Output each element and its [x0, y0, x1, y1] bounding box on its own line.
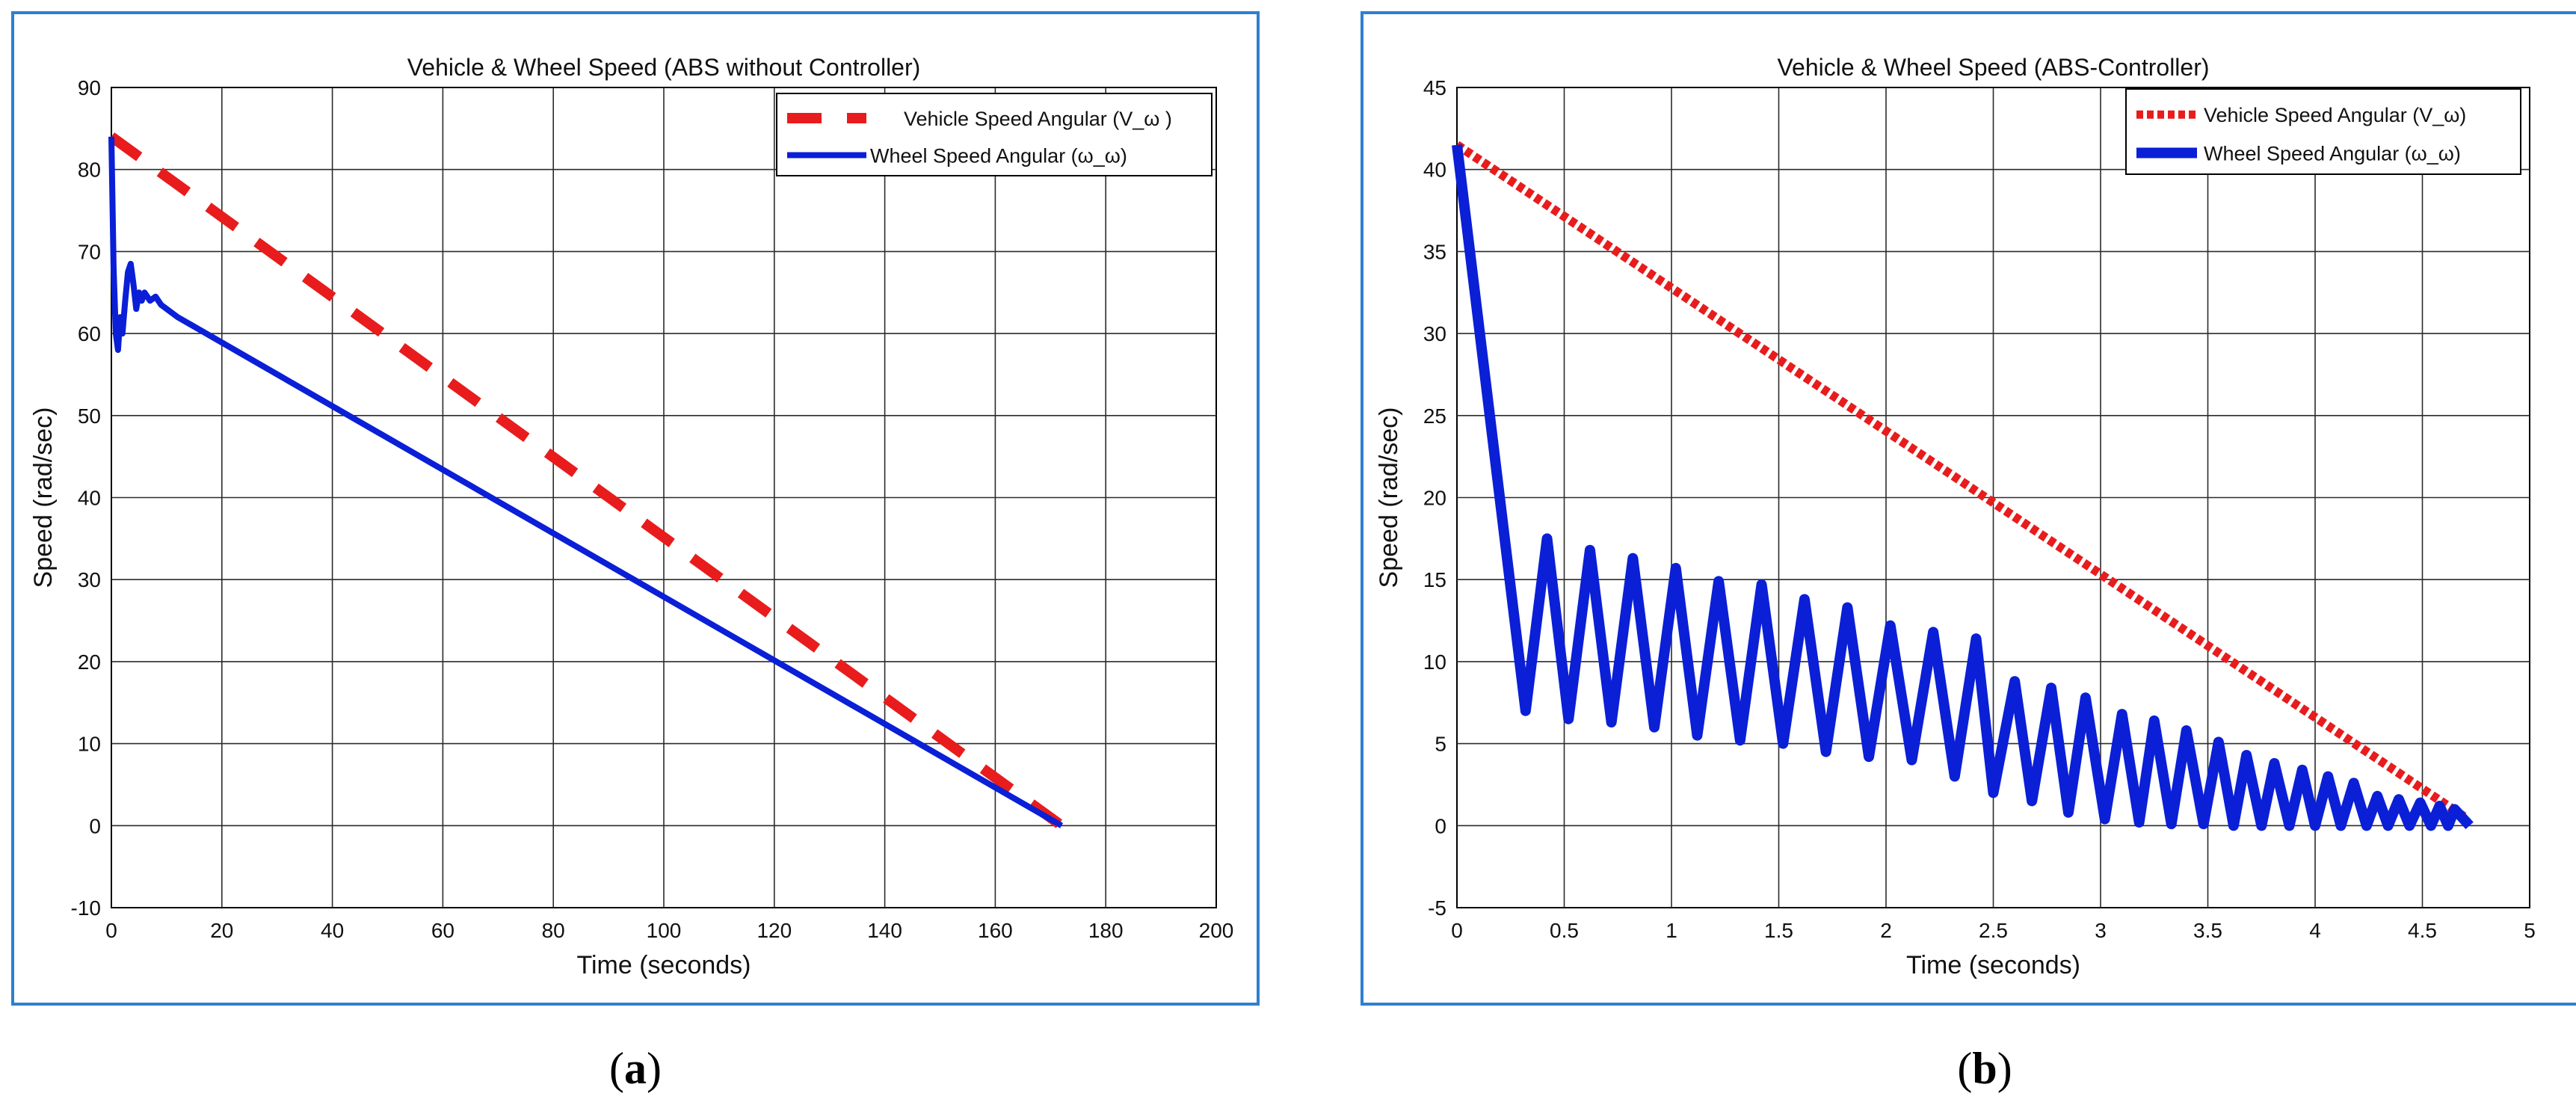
- chart-panel-a: Vehicle & Wheel Speed (ABS without Contr…: [11, 11, 1260, 1006]
- chart-b-xtick-label: 5: [2524, 919, 2536, 942]
- chart-a-legend-box: [776, 93, 1212, 176]
- chart-a-xlabel: Time (seconds): [576, 951, 751, 979]
- chart-a-ytick-label: 60: [78, 322, 101, 345]
- chart-a-ytick-label: 90: [78, 76, 101, 99]
- chart-b-series-vehicle-line: [1454, 141, 2468, 822]
- chart-b-xlabel: Time (seconds): [1906, 951, 2080, 979]
- caption-a-letter: a: [624, 1044, 647, 1093]
- chart-b-ylabel: Speed (rad/sec): [1375, 407, 1403, 588]
- caption-b-letter: b: [1972, 1044, 1997, 1093]
- chart-a-series-vehicle-line: [108, 132, 1065, 830]
- chart-b-ytick-label: 45: [1423, 76, 1446, 99]
- chart-a-xtick-label: 100: [647, 919, 682, 942]
- chart-a-xtick-label: 0: [105, 919, 117, 942]
- chart-a-xtick-label: 180: [1088, 919, 1124, 942]
- chart-a-xtick-label: 20: [210, 919, 233, 942]
- chart-a-legend-vehicle-label: Vehicle Speed Angular (V_ω ): [904, 108, 1172, 130]
- chart-b-xtick-label: 3: [2095, 919, 2107, 942]
- chart-b-svg: Vehicle & Wheel Speed (ABS-Controller) 0 0…: [1375, 54, 2536, 979]
- chart-a-title: Vehicle & Wheel Speed (ABS without Contr…: [407, 54, 921, 81]
- chart-a-series-wheel-line: [108, 136, 1064, 828]
- chart-b-ytick-label: 15: [1423, 568, 1446, 591]
- caption-b: (b): [1957, 1044, 2012, 1093]
- chart-b-series-wheel-line: [1452, 144, 2474, 831]
- chart-b-ytick-label: -5: [1428, 896, 1446, 920]
- chart-a-ytick-label: 50: [78, 404, 101, 428]
- chart-a-ytick-label: -10: [71, 896, 101, 920]
- chart-b-legend-vehicle-label: Vehicle Speed Angular (V_ω): [2204, 104, 2466, 126]
- chart-a-ylabel: Speed (rad/sec): [29, 407, 58, 588]
- chart-a-xtick-label: 40: [321, 919, 344, 942]
- chart-b-ytick-label: 40: [1423, 159, 1446, 182]
- chart-a-xtick-label: 140: [867, 919, 902, 942]
- chart-b-legend-wheel-label: Wheel Speed Angular (ω_ω): [2204, 143, 2461, 165]
- chart-a-ytick-label: 70: [78, 240, 101, 263]
- chart-b-xtick-label: 4.5: [2408, 919, 2437, 942]
- chart-b-ytick-label: 0: [1435, 814, 1446, 837]
- chart-a-svg: Vehicle & Wheel Speed (ABS without Contr…: [29, 54, 1234, 979]
- chart-b-ytick-label: 5: [1435, 733, 1446, 756]
- chart-b-xtick-label: 4: [2309, 919, 2321, 942]
- chart-b-xtick-label: 3.5: [2193, 919, 2222, 942]
- chart-a-ytick-label: 80: [78, 159, 101, 182]
- chart-b-xtick-label: 1: [1666, 919, 1677, 942]
- chart-b-xtick-label: 2: [1880, 919, 1892, 942]
- chart-b-title: Vehicle & Wheel Speed (ABS-Controller): [1777, 54, 2209, 81]
- chart-b-ytick-label: 35: [1423, 240, 1446, 263]
- chart-a-ytick-label: 40: [78, 487, 101, 510]
- chart-panel-b: Vehicle & Wheel Speed (ABS-Controller) 0 0…: [1361, 11, 2576, 1006]
- chart-b-ytick-label: 25: [1423, 404, 1446, 428]
- chart-a-xtick-label: 160: [978, 919, 1013, 942]
- chart-b-xtick-label: 0: [1451, 919, 1463, 942]
- chart-b-ytick-label: 10: [1423, 650, 1446, 674]
- chart-b-ytick-label: 30: [1423, 322, 1446, 345]
- chart-b-legend-box: [2125, 88, 2521, 175]
- chart-a-xtick-label: 60: [431, 919, 455, 942]
- chart-a-xtick-label: 200: [1199, 919, 1234, 942]
- chart-a-ytick-label: 10: [78, 733, 101, 756]
- chart-a-legend-wheel-label: Wheel Speed Angular (ω_ω): [870, 145, 1127, 167]
- chart-a-xtick-label: 120: [757, 919, 792, 942]
- chart-a-ytick-label: 20: [78, 650, 101, 674]
- chart-b-ytick-label: 20: [1423, 487, 1446, 510]
- chart-a-ytick-label: 0: [89, 814, 101, 837]
- chart-a-xtick-label: 80: [542, 919, 565, 942]
- chart-a-ytick-label: 30: [78, 568, 101, 591]
- chart-b-xtick-label: 0.5: [1550, 919, 1579, 942]
- caption-a: (a): [609, 1044, 662, 1093]
- chart-b-xtick-label: 1.5: [1764, 919, 1793, 942]
- chart-b-xtick-label: 2.5: [1979, 919, 2008, 942]
